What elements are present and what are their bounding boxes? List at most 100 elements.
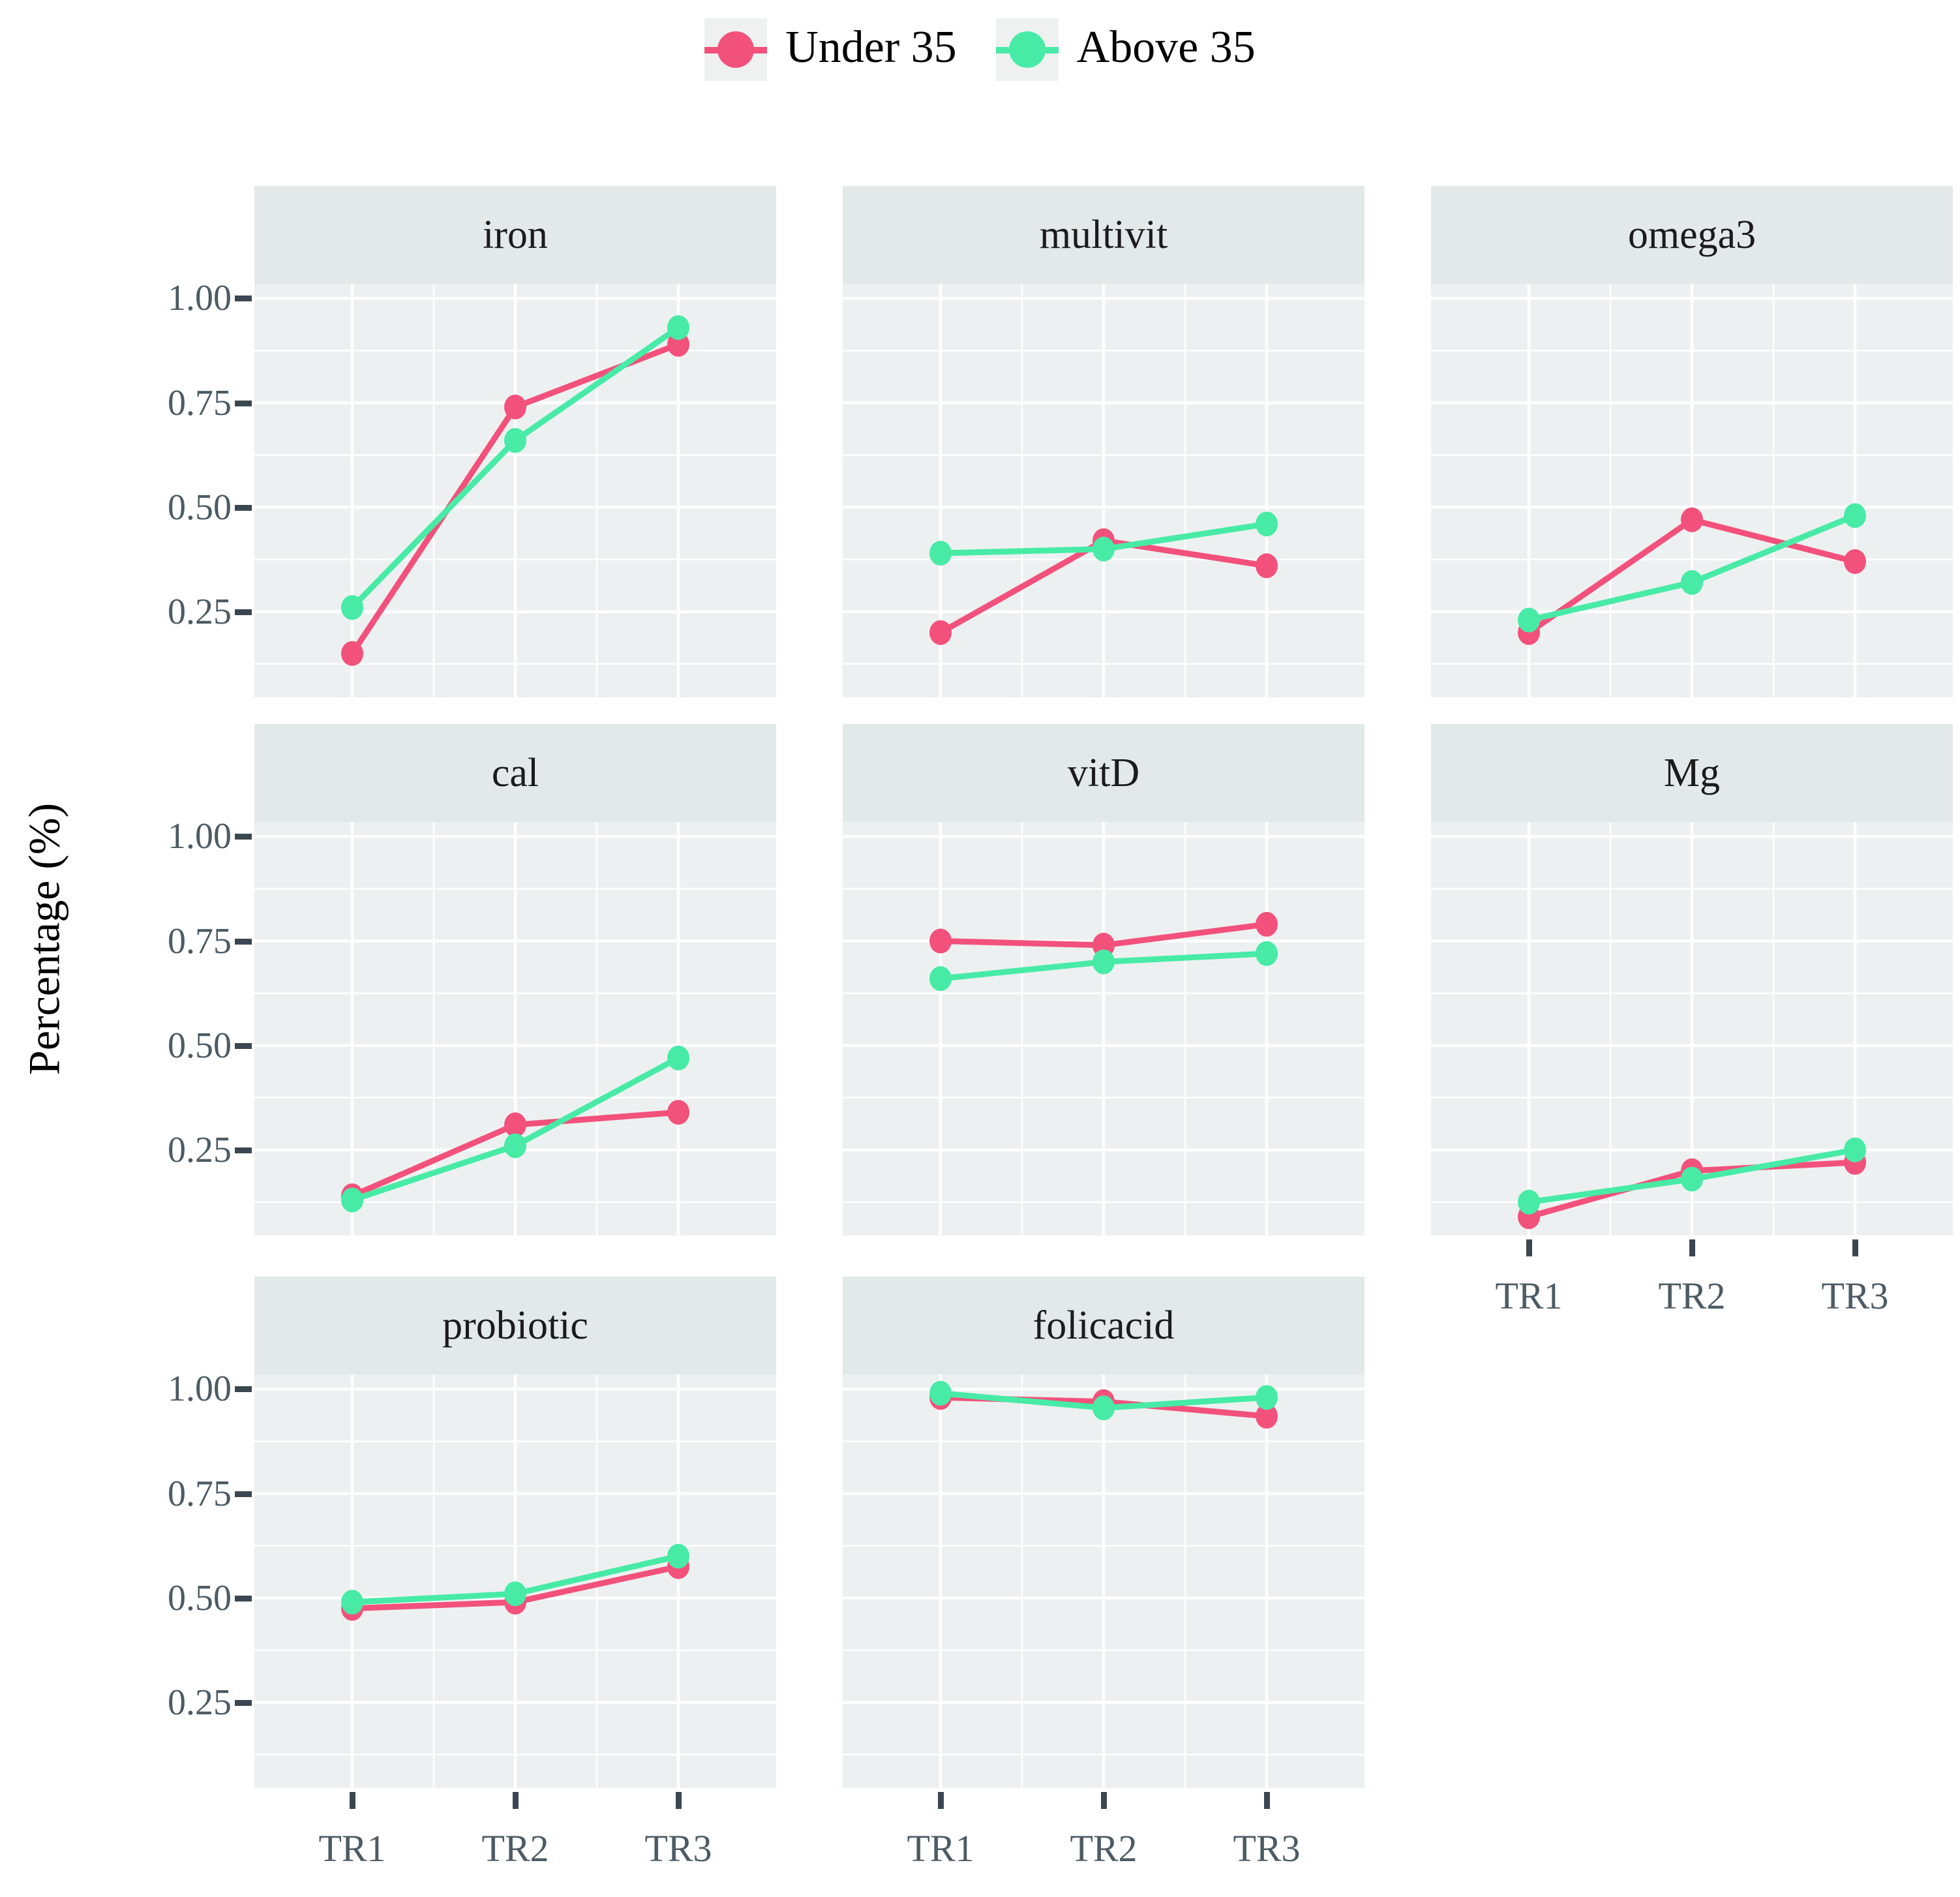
facet-plot-probiotic xyxy=(254,1374,776,1788)
x-tick-label: TR1 xyxy=(1495,1275,1563,1317)
data-point-iron-TR2 xyxy=(504,394,526,419)
facet-plot-omega3 xyxy=(1431,284,1953,697)
facet-panel-vitD xyxy=(843,822,1364,1236)
facet-panel-Mg xyxy=(1431,822,1953,1236)
y-tick-label: 1.00 xyxy=(168,278,232,319)
y-tick-label: 0.75 xyxy=(168,920,232,962)
y-tick-label: 0.75 xyxy=(168,1473,232,1514)
y-tick-mark xyxy=(235,609,252,615)
data-point-cal-TR3 xyxy=(667,1100,689,1125)
y-tick-label: 0.25 xyxy=(168,591,232,632)
y-tick-mark xyxy=(235,938,252,945)
y-axis-title: Percentage (%) xyxy=(19,802,69,1075)
y-tick-label: 0.50 xyxy=(168,487,232,528)
facet-plot-iron xyxy=(254,284,776,697)
data-point-cal-TR1 xyxy=(341,1187,363,1213)
y-tick-mark xyxy=(235,1042,252,1049)
data-point-folicacid-TR1 xyxy=(929,1380,952,1406)
data-point-cal-TR3 xyxy=(667,1045,689,1070)
x-tick-label: TR1 xyxy=(318,1827,386,1870)
x-tick-label: TR3 xyxy=(644,1827,712,1870)
facet-plot-vitD xyxy=(843,822,1364,1236)
legend-key-above-35 xyxy=(995,18,1059,81)
data-point-omega3-TR2 xyxy=(1681,507,1703,532)
facet-strip-iron: iron xyxy=(254,186,776,284)
data-point-multivit-TR2 xyxy=(1093,536,1115,562)
y-tick-mark xyxy=(235,296,252,302)
y-tick-mark xyxy=(235,1386,252,1393)
data-point-cal-TR2 xyxy=(504,1112,526,1138)
data-point-iron-TR1 xyxy=(341,641,363,666)
x-tick-label: TR2 xyxy=(481,1827,549,1870)
data-point-vitD-TR1 xyxy=(929,966,952,992)
facet-strip-omega3: omega3 xyxy=(1431,186,1953,284)
y-tick-label: 0.25 xyxy=(168,1129,232,1170)
point-swatch-icon xyxy=(1008,31,1046,68)
y-tick-label: 0.75 xyxy=(168,382,232,423)
point-swatch-icon xyxy=(717,31,755,68)
legend-item-under-35: Under 35 xyxy=(704,18,957,81)
facet-strip-probiotic: probiotic xyxy=(254,1277,776,1374)
legend-label: Above 35 xyxy=(1076,22,1256,72)
y-tick-label: 1.00 xyxy=(168,1369,232,1410)
legend-label: Under 35 xyxy=(785,22,957,72)
data-point-vitD-TR3 xyxy=(1256,941,1278,966)
facet-panel-omega3 xyxy=(1431,284,1953,697)
facet-plot-Mg xyxy=(1431,822,1953,1236)
facet-strip-cal: cal xyxy=(254,724,776,822)
data-point-vitD-TR1 xyxy=(929,928,952,954)
x-tick-mark xyxy=(1526,1239,1532,1256)
y-tick-mark xyxy=(235,400,252,406)
y-tick-mark xyxy=(235,1147,252,1153)
facet-strip-Mg: Mg xyxy=(1431,724,1953,822)
legend: Under 35 Above 35 xyxy=(0,18,1960,81)
facet-panel-folicacid xyxy=(843,1374,1364,1788)
x-tick-label: TR1 xyxy=(907,1827,974,1870)
data-point-probiotic-TR1 xyxy=(341,1590,363,1615)
data-point-omega3-TR3 xyxy=(1844,503,1866,528)
data-point-multivit-TR1 xyxy=(929,541,952,566)
x-tick-mark xyxy=(349,1792,355,1809)
y-tick-mark xyxy=(235,1491,252,1497)
x-tick-mark xyxy=(1852,1239,1858,1256)
data-point-omega3-TR1 xyxy=(1518,607,1540,633)
x-tick-label: TR2 xyxy=(1658,1275,1726,1317)
y-tick-mark xyxy=(235,1699,252,1706)
x-tick-mark xyxy=(675,1792,682,1809)
data-point-probiotic-TR2 xyxy=(504,1581,526,1607)
data-point-iron-TR1 xyxy=(341,595,363,620)
x-tick-label: TR2 xyxy=(1070,1827,1138,1870)
data-point-vitD-TR2 xyxy=(1093,949,1115,975)
facet-strip-vitD: vitD xyxy=(843,724,1364,822)
data-point-probiotic-TR3 xyxy=(667,1543,689,1569)
facet-panel-probiotic xyxy=(254,1374,776,1788)
y-tick-mark xyxy=(235,834,252,840)
data-point-folicacid-TR3 xyxy=(1256,1404,1278,1429)
data-point-folicacid-TR2 xyxy=(1093,1395,1115,1421)
facet-panel-cal xyxy=(254,822,776,1236)
x-tick-mark xyxy=(1689,1239,1695,1256)
legend-key-under-35 xyxy=(704,18,768,81)
x-tick-mark xyxy=(1263,1792,1270,1809)
x-tick-mark xyxy=(512,1792,519,1809)
x-tick-label: TR3 xyxy=(1233,1827,1301,1870)
x-tick-mark xyxy=(937,1792,944,1809)
data-point-cal-TR2 xyxy=(504,1133,526,1159)
facet-plot-folicacid xyxy=(843,1374,1364,1788)
y-tick-mark xyxy=(235,504,252,511)
data-point-multivit-TR3 xyxy=(1256,553,1278,579)
data-point-Mg-TR1 xyxy=(1518,1189,1540,1215)
data-point-iron-TR3 xyxy=(667,315,689,341)
data-point-vitD-TR3 xyxy=(1256,911,1278,937)
x-tick-label: TR3 xyxy=(1821,1275,1889,1317)
data-point-Mg-TR3 xyxy=(1844,1137,1866,1162)
facet-strip-folicacid: folicacid xyxy=(843,1277,1364,1374)
y-tick-label: 1.00 xyxy=(168,816,232,857)
facet-panel-multivit xyxy=(843,284,1364,697)
facet-strip-multivit: multivit xyxy=(843,186,1364,284)
data-point-folicacid-TR3 xyxy=(1256,1385,1278,1410)
y-tick-label: 0.50 xyxy=(168,1025,232,1066)
data-point-omega3-TR3 xyxy=(1844,549,1866,574)
legend-item-above-35: Above 35 xyxy=(995,18,1256,81)
